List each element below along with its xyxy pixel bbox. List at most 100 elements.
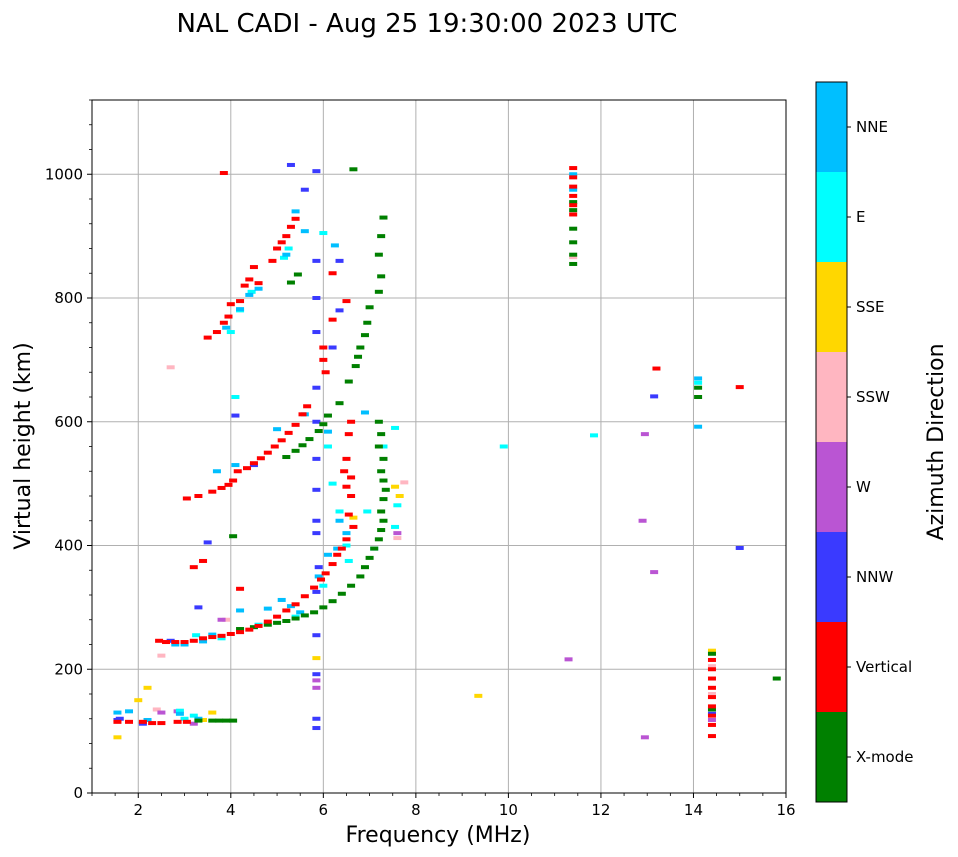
data-point	[707, 717, 716, 722]
data-point	[569, 200, 578, 205]
y-axis-ticks: 0 200 400 600 800 1000	[45, 99, 92, 802]
data-point	[189, 713, 198, 718]
data-point	[393, 536, 402, 541]
data-point	[314, 565, 323, 570]
data-point	[344, 379, 353, 384]
data-point	[300, 613, 309, 618]
data-point	[263, 606, 272, 611]
data-point	[256, 456, 265, 461]
data-point	[319, 231, 328, 236]
data-point	[323, 413, 332, 418]
data-point	[330, 243, 339, 248]
data-point	[263, 619, 272, 624]
data-point	[360, 410, 369, 415]
data-point	[217, 485, 226, 490]
data-point	[157, 710, 166, 715]
data-point	[300, 187, 309, 192]
data-point	[310, 585, 319, 590]
data-point	[242, 466, 251, 471]
data-point	[735, 385, 744, 390]
data-point	[319, 357, 328, 362]
data-point	[125, 709, 134, 714]
data-point	[199, 639, 208, 644]
data-point	[284, 430, 293, 435]
data-point	[377, 528, 386, 533]
data-point	[349, 515, 358, 520]
data-point	[312, 419, 321, 424]
data-point	[323, 429, 332, 434]
data-point	[356, 574, 365, 579]
data-point	[175, 708, 184, 713]
data-point	[650, 394, 659, 399]
data-point	[143, 685, 152, 690]
data-point	[328, 345, 337, 350]
data-point	[379, 518, 388, 523]
data-point	[365, 305, 374, 310]
data-point	[363, 509, 372, 514]
data-point	[273, 427, 282, 432]
data-point	[569, 255, 578, 260]
data-point	[377, 432, 386, 437]
data-point	[377, 469, 386, 474]
data-point	[347, 583, 356, 588]
data-point	[217, 617, 226, 622]
data-point	[249, 625, 258, 630]
data-point	[162, 640, 171, 645]
data-point	[707, 664, 716, 669]
data-point	[291, 422, 300, 427]
data-point	[273, 614, 282, 619]
data-point	[282, 455, 291, 460]
data-point	[208, 710, 217, 715]
data-point	[199, 717, 208, 722]
x-axis-label: Frequency (MHz)	[346, 823, 531, 848]
data-point	[180, 716, 189, 721]
data-point	[217, 633, 226, 638]
data-point	[189, 638, 198, 643]
data-point	[342, 543, 351, 548]
data-point	[182, 719, 191, 724]
data-point	[291, 616, 300, 621]
data-point	[314, 429, 323, 434]
data-point	[312, 716, 321, 721]
data-point	[312, 633, 321, 638]
data-point	[569, 212, 578, 217]
data-point	[249, 461, 258, 466]
data-point	[268, 258, 277, 263]
data-point	[157, 721, 166, 726]
data-point	[393, 503, 402, 508]
data-point	[231, 395, 240, 399]
data-point	[569, 261, 578, 266]
x-tick-label: 8	[411, 801, 421, 819]
data-point	[707, 713, 716, 718]
data-point	[300, 594, 309, 599]
data-point	[113, 735, 122, 740]
data-point	[694, 395, 703, 399]
data-point	[377, 274, 386, 279]
data-point	[707, 651, 716, 656]
data-point	[652, 366, 661, 371]
data-point	[155, 638, 164, 643]
data-point	[589, 433, 598, 438]
data-point	[203, 335, 212, 340]
data-point	[217, 636, 226, 641]
x-tick-label: 14	[684, 801, 703, 819]
data-point	[356, 345, 365, 350]
data-point	[707, 707, 716, 712]
data-point	[569, 226, 578, 231]
data-point	[374, 537, 383, 542]
data-point	[569, 252, 578, 257]
data-point	[707, 695, 716, 700]
data-point	[342, 299, 351, 304]
data-point	[305, 437, 314, 442]
data-point	[175, 711, 184, 716]
data-point	[300, 229, 309, 234]
data-point	[226, 631, 235, 636]
colorbar-label: Vertical	[856, 658, 912, 676]
data-point	[236, 299, 245, 304]
data-point	[236, 586, 245, 591]
data-point	[280, 255, 289, 260]
data-point	[569, 184, 578, 189]
data-point	[340, 469, 349, 474]
data-point	[254, 281, 263, 286]
data-point	[707, 648, 716, 653]
